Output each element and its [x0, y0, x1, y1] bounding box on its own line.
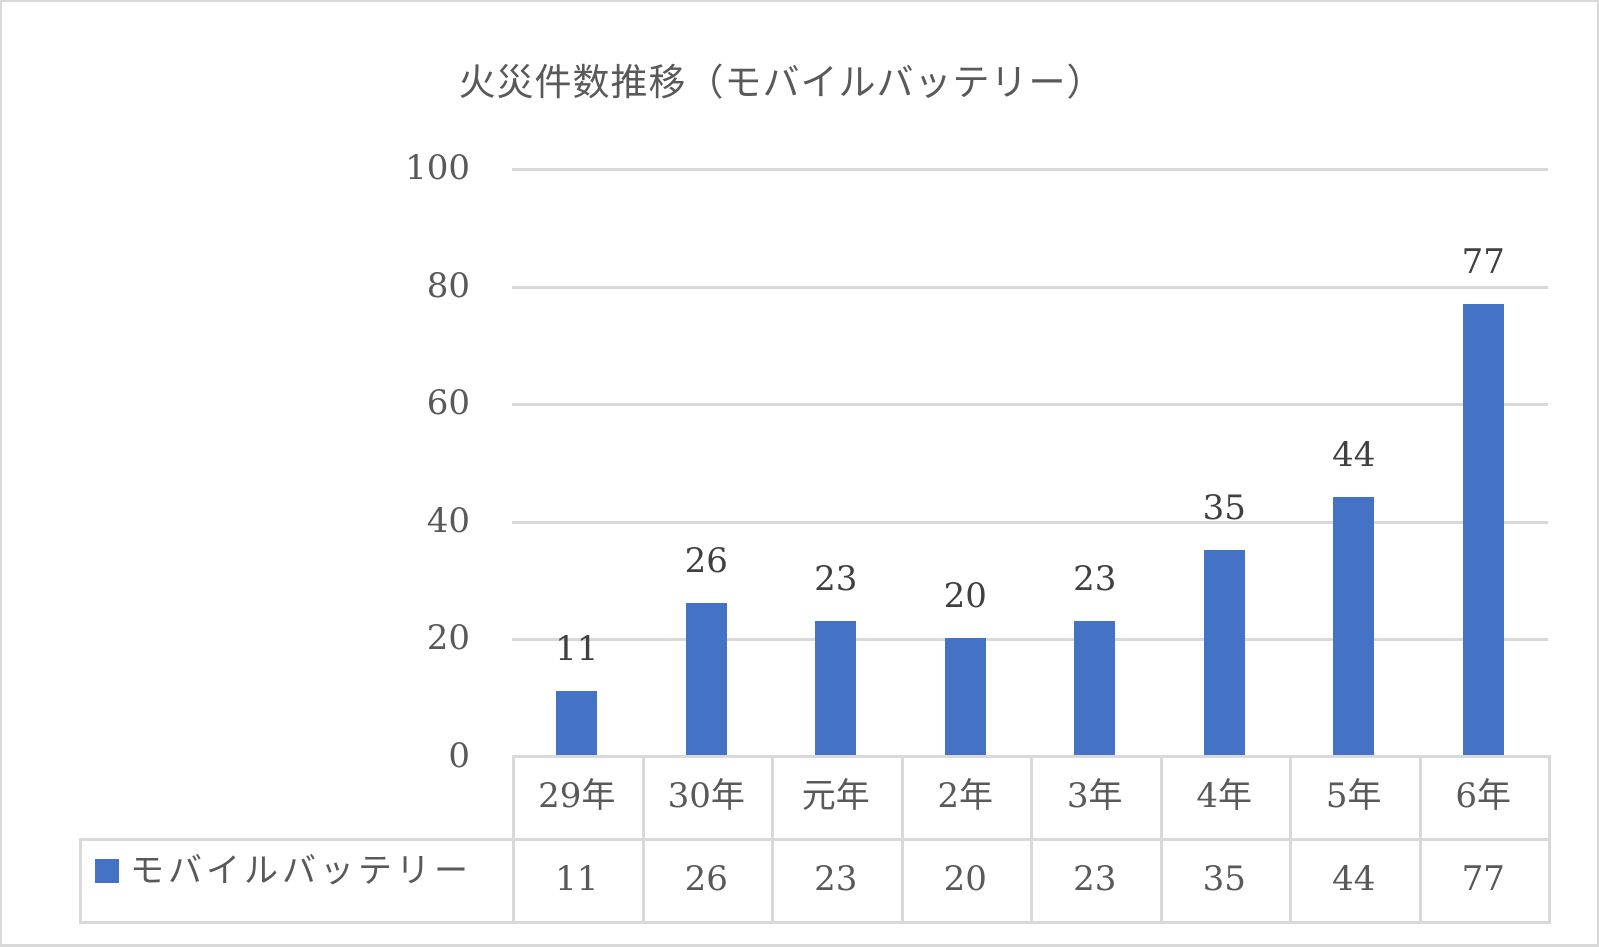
table-column-divider	[1419, 755, 1422, 924]
data-label: 20	[943, 576, 987, 617]
data-label: 44	[1332, 435, 1376, 476]
category-label: 元年	[801, 776, 870, 816]
y-tick-0: 0	[448, 736, 470, 776]
gridline-60	[512, 403, 1548, 406]
table-column-divider	[1030, 755, 1033, 924]
legend-label: モバイルバッテリー	[130, 851, 472, 891]
category-label: 5年	[1325, 776, 1382, 816]
y-tick-60: 60	[426, 383, 470, 423]
legend-swatch-icon	[95, 859, 119, 883]
category-label: 6年	[1455, 776, 1512, 816]
table-column-divider	[1548, 755, 1551, 924]
category-label: 30年	[667, 776, 745, 816]
chart-title-text: 火災件数推移（モバイルバッテリー）	[458, 61, 1105, 104]
table-value-cell: 20	[943, 859, 987, 899]
chart-title: 火災件数推移（モバイルバッテリー）	[0, 52, 1599, 106]
y-tick-40: 40	[426, 501, 470, 541]
table-left-border	[79, 838, 82, 924]
table-value-cell: 35	[1202, 859, 1246, 899]
bar-2	[815, 620, 857, 756]
bar-4	[1074, 620, 1116, 756]
bar-7	[1462, 303, 1504, 756]
data-label: 35	[1202, 488, 1246, 529]
gridline-100	[512, 168, 1548, 171]
bar-6	[1333, 497, 1375, 756]
table-value-cell: 23	[1073, 859, 1117, 899]
table-column-divider	[1160, 755, 1163, 924]
bar-1	[685, 603, 727, 756]
bar-5	[1203, 550, 1245, 756]
gridline-20	[512, 638, 1548, 641]
category-label: 29年	[538, 776, 616, 816]
table-column-divider	[1289, 755, 1292, 924]
bar-0	[556, 691, 598, 756]
table-column-divider	[771, 755, 774, 924]
table-bottom-border	[79, 921, 1549, 924]
table-value-cell: 26	[684, 859, 728, 899]
y-tick-100: 100	[405, 148, 470, 188]
data-label: 26	[684, 541, 728, 582]
table-value-cell: 77	[1461, 859, 1505, 899]
gridline-80	[512, 286, 1548, 289]
table-column-divider	[512, 755, 515, 924]
table-value-cell: 44	[1332, 859, 1376, 899]
category-label: 3年	[1066, 776, 1123, 816]
y-tick-80: 80	[426, 266, 470, 306]
table-value-cell: 11	[555, 859, 599, 899]
y-tick-20: 20	[426, 618, 470, 658]
data-label: 23	[814, 558, 858, 599]
category-label: 2年	[937, 776, 994, 816]
table-column-divider	[901, 755, 904, 924]
table-mid-border	[79, 838, 1549, 841]
data-label: 77	[1461, 241, 1505, 282]
category-label: 4年	[1196, 776, 1253, 816]
data-label: 11	[555, 629, 599, 670]
table-value-cell: 23	[814, 859, 858, 899]
table-column-divider	[642, 755, 645, 924]
gridline-40	[512, 521, 1548, 524]
data-label: 23	[1073, 558, 1117, 599]
bar-3	[944, 638, 986, 756]
